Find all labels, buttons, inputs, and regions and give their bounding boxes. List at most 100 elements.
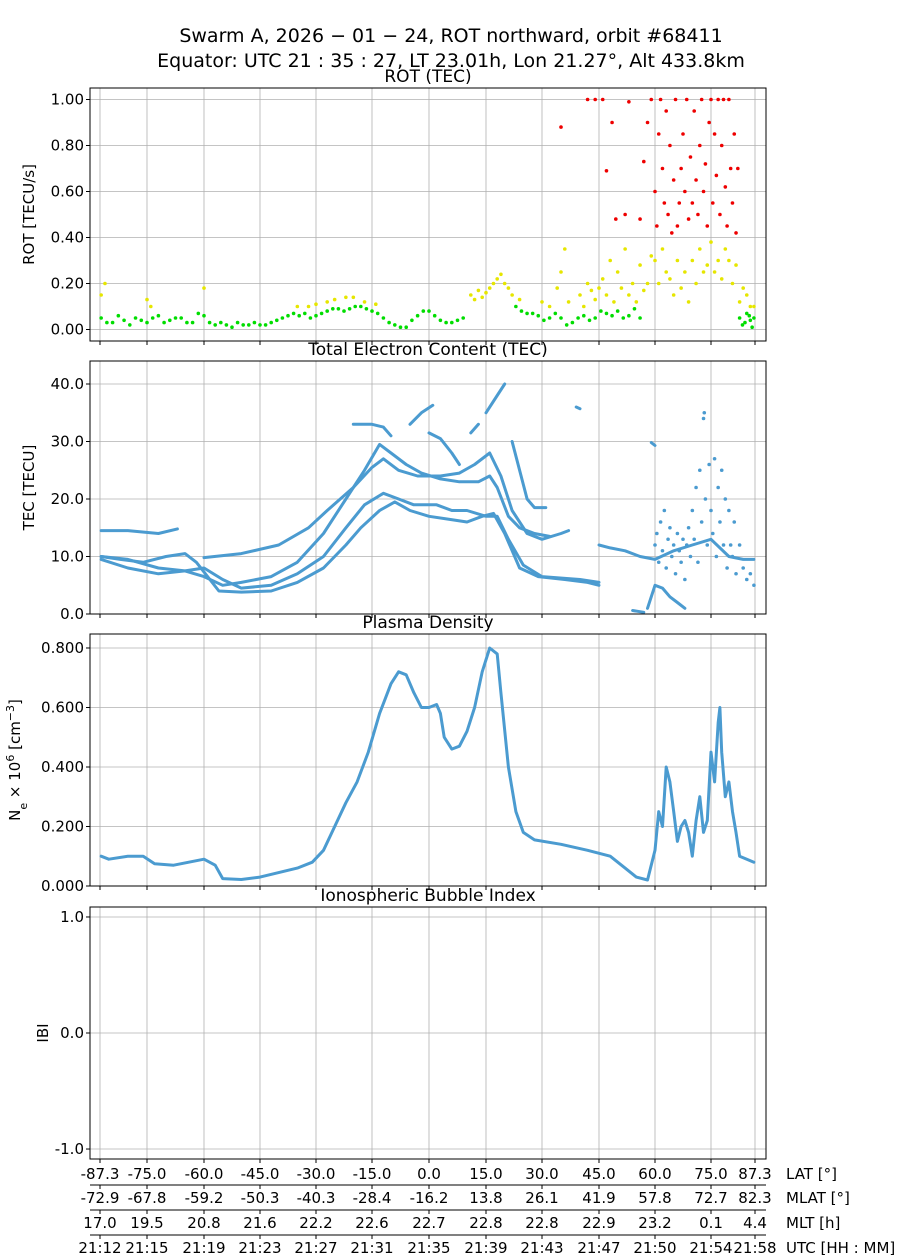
figure-title-line2: Equator: UTC 21 : 35 : 27, LT 23.01h, Lo…	[157, 50, 745, 72]
data-point-high	[688, 155, 693, 159]
x-tick-label: 82.3	[738, 1189, 771, 1207]
x-tick-label: 22.8	[525, 1214, 558, 1232]
data-point-scatter	[662, 508, 667, 513]
data-point-medium	[484, 290, 488, 295]
data-point-medium	[608, 258, 612, 263]
data-point-high	[668, 143, 672, 148]
data-point-scatter	[694, 485, 698, 490]
data-point-scatter	[707, 462, 711, 467]
x-tick-label: 21:15	[125, 1239, 168, 1257]
data-point-scatter	[723, 497, 728, 501]
data-point-scatter	[734, 571, 738, 576]
y-axis-label-part: [cm	[6, 721, 24, 754]
data-point-medium	[683, 270, 687, 274]
data-point-scatter	[675, 531, 680, 536]
y-axis-label-part: 6	[4, 755, 17, 762]
data-point-low	[450, 320, 454, 325]
data-point-scatter	[728, 543, 733, 547]
data-point-medium	[487, 286, 492, 290]
data-line-track-14	[631, 609, 646, 614]
data-point-low	[740, 323, 745, 327]
data-point-low	[219, 320, 223, 325]
x-tick-label: 13.8	[469, 1189, 502, 1207]
data-point-low	[252, 320, 257, 325]
x-axis-row-1: -72.9 -67.8 -59.2 -50.3 -40.3 -28.4 -16.2 13.8 2…	[81, 1184, 850, 1207]
data-point-low	[432, 313, 437, 318]
data-point-low	[291, 311, 296, 316]
data-point-medium	[623, 247, 627, 251]
data-point-high	[705, 224, 710, 228]
data-point-scatter	[718, 520, 722, 524]
data-point-low	[263, 323, 268, 327]
data-point-high	[645, 120, 650, 125]
data-point-medium	[679, 286, 683, 290]
panel-0: 0.00 0.20 0.40 0.60 0.80 1.00 ROT (TEC) ROT [TE…	[20, 67, 767, 345]
y-tick-label: 0.00	[51, 321, 84, 339]
data-line-track-1	[99, 527, 179, 535]
x-tick-label: 22.8	[469, 1214, 502, 1232]
data-point-medium	[694, 281, 698, 286]
data-point-medium	[314, 302, 318, 307]
x-axis-row-3: 21:12 21:15 21:19 21:23 21:27 21:31 21:35 21:39…	[78, 1234, 895, 1257]
data-point-scatter	[737, 543, 742, 547]
data-point-high	[675, 224, 680, 228]
data-point-low	[615, 309, 620, 313]
data-point-low	[737, 316, 742, 320]
data-point-low	[173, 316, 178, 320]
x-tick-label: 22.7	[412, 1214, 445, 1232]
data-point-low	[593, 316, 597, 320]
data-point-medium	[642, 288, 646, 293]
y-tick-label: 1.00	[51, 91, 84, 109]
data-point-high	[732, 132, 737, 136]
data-point-scatter	[690, 508, 695, 513]
panel-title: Ionospheric Bubble Index	[320, 886, 535, 906]
data-point-low	[122, 318, 126, 323]
panel-frame	[89, 633, 767, 887]
y-tick-label: 0.0	[60, 1024, 84, 1042]
data-point-low	[627, 313, 631, 318]
data-point-low	[370, 309, 374, 313]
data-point-low	[359, 304, 363, 309]
panel-title: ROT (TEC)	[384, 67, 471, 87]
data-point-medium	[671, 293, 676, 297]
data-point-medium	[744, 293, 749, 297]
x-tick-label: 21:35	[407, 1239, 450, 1257]
data-line-track-11	[510, 440, 548, 510]
data-point-high	[725, 224, 729, 228]
data-point-scatter	[703, 497, 708, 501]
figure-title-line1: Swarm A, 2026 − 01 − 24, ROT northward, …	[179, 25, 722, 47]
x-tick-label: 41.9	[582, 1189, 615, 1207]
data-point-low	[750, 325, 754, 330]
data-point-low	[461, 316, 466, 320]
data-point-high	[692, 109, 696, 113]
data-point-medium	[656, 281, 661, 286]
data-point-low	[398, 325, 403, 330]
data-point-low	[542, 318, 546, 323]
data-point-high	[664, 109, 668, 113]
data-point-scatter	[656, 560, 661, 565]
data-point-medium	[499, 272, 503, 277]
data-point-medium	[600, 277, 605, 281]
x-tick-label: 30.0	[525, 1165, 558, 1183]
data-point-medium	[638, 263, 642, 267]
y-axis-label-part: N	[6, 810, 24, 821]
data-point-low	[438, 318, 443, 323]
x-tick-label: 45.0	[582, 1165, 615, 1183]
x-tick-label: 21:50	[633, 1239, 676, 1257]
data-point-low	[235, 320, 240, 325]
x-tick-label: 26.1	[525, 1189, 558, 1207]
x-tick-label: -16.2	[410, 1189, 449, 1207]
data-point-high	[673, 97, 678, 102]
data-point-high	[696, 212, 700, 217]
x-axis-row-0: -87.3 -75.0 -60.0 -45.0 -30.0 -15.0 0.0 15.0 30.…	[81, 1165, 837, 1183]
data-point-low	[444, 320, 448, 325]
data-point-low	[275, 318, 279, 323]
data-point-medium	[506, 286, 511, 290]
data-point-high	[604, 169, 609, 173]
data-point-low	[353, 304, 358, 309]
data-point-scatter	[741, 566, 745, 570]
y-tick-label: 0.200	[41, 817, 84, 835]
data-point-medium	[668, 277, 672, 281]
data-point-low	[415, 313, 420, 318]
data-point-low	[179, 316, 183, 320]
